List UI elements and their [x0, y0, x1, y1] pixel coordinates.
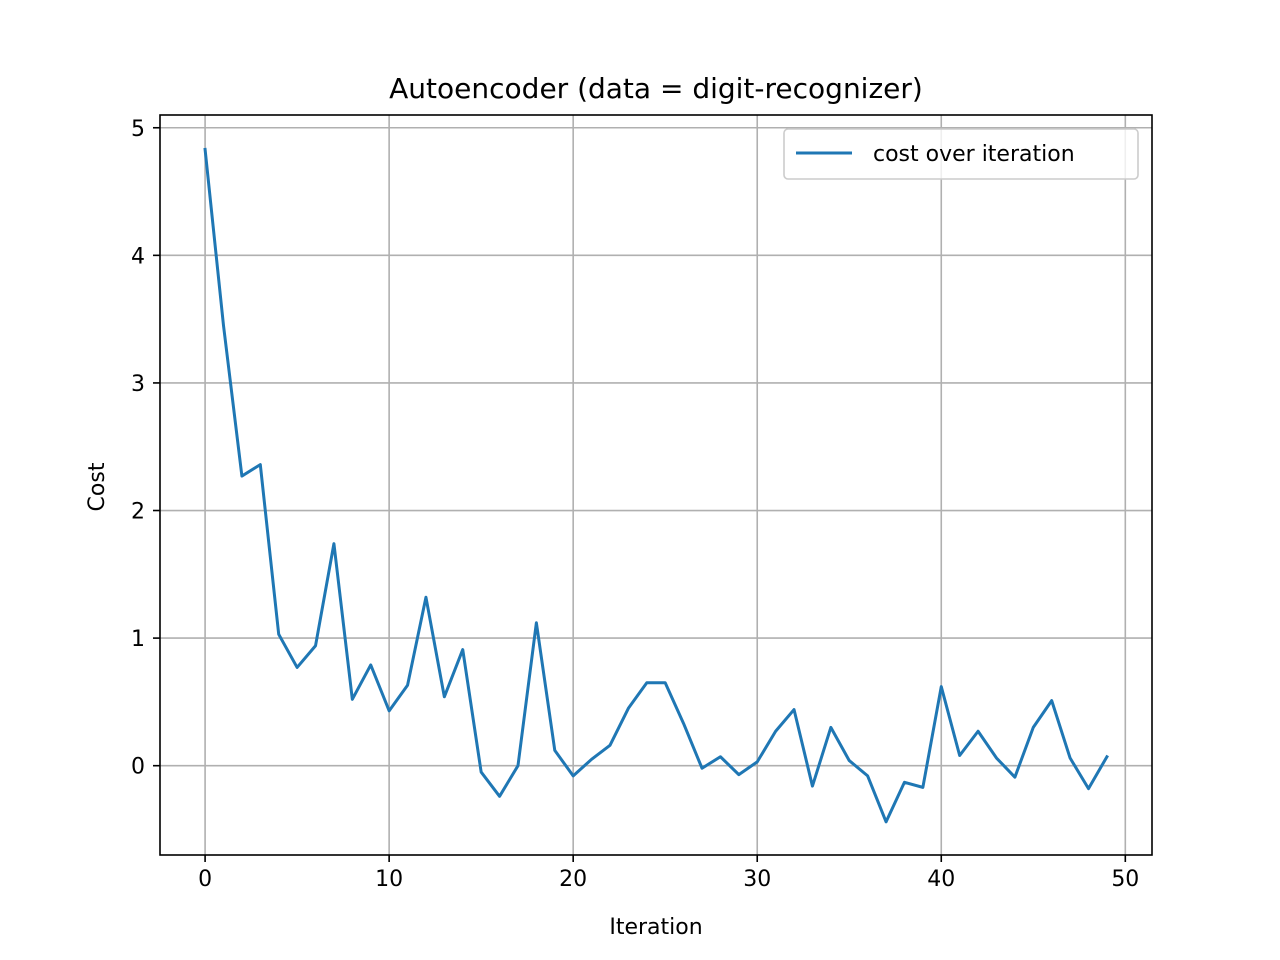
plot-frame	[159, 114, 1153, 856]
chart-title: Autoencoder (data = digit-recognizer)	[389, 72, 923, 105]
y-tick-label: 1	[131, 627, 145, 652]
legend-box	[783, 128, 1139, 180]
axis-ticks: 0 10 20 30 40 50 0 1 2 3 4 5	[131, 117, 1139, 892]
grid-lines	[160, 115, 1152, 855]
x-tick-label: 20	[559, 867, 587, 892]
y-tick-label: 3	[131, 372, 145, 397]
series-layer	[203, 147, 1109, 824]
x-tick-label: 30	[743, 867, 771, 892]
y-tick-label: 2	[131, 500, 145, 525]
series-line	[203, 147, 1109, 824]
legend: cost over iteration	[783, 128, 1139, 180]
legend-label: cost over iteration	[873, 142, 1075, 167]
x-tick-label: 10	[375, 867, 403, 892]
x-tick-label: 40	[927, 867, 955, 892]
y-tick-label: 0	[131, 755, 145, 780]
x-axis-label: Iteration	[609, 915, 702, 940]
y-axis-label: Cost	[85, 462, 110, 511]
x-tick-label: 0	[198, 867, 212, 892]
y-tick-label: 4	[131, 244, 145, 269]
y-tick-label: 5	[131, 117, 145, 142]
x-tick-label: 50	[1111, 867, 1139, 892]
